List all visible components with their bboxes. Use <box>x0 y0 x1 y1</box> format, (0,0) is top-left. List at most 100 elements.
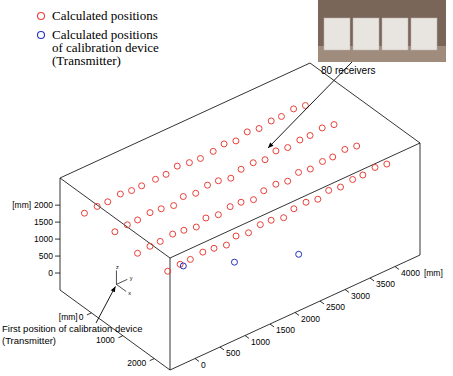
x-tick <box>118 336 123 338</box>
point <box>285 145 291 151</box>
x-tick-label: 0 <box>79 312 84 322</box>
point <box>319 158 325 164</box>
point <box>186 160 192 166</box>
point <box>307 166 313 172</box>
point <box>281 215 287 221</box>
point <box>165 268 171 274</box>
point <box>215 212 221 218</box>
point <box>117 191 123 197</box>
point <box>81 210 87 216</box>
photo <box>318 0 446 62</box>
point <box>330 154 336 160</box>
x-tick-label: 1000 <box>96 335 115 345</box>
origin-axis-label: z <box>116 264 119 270</box>
z-tick-label: 1000 <box>34 234 53 244</box>
point <box>129 188 135 194</box>
y-tick-label: 2500 <box>326 302 345 312</box>
origin-axis <box>116 279 127 284</box>
point <box>231 259 237 265</box>
point <box>372 164 378 170</box>
box-edge <box>170 255 420 370</box>
photo-wall <box>318 0 446 62</box>
z-tick-label: 2000 <box>34 200 53 210</box>
origin-axis <box>116 284 126 291</box>
point <box>278 113 284 119</box>
point <box>268 217 274 223</box>
arrow-head <box>111 286 116 292</box>
y-tick-label: 1000 <box>251 337 270 347</box>
y-tick-label: 3000 <box>351 291 370 301</box>
point <box>338 184 344 190</box>
photo-panel <box>411 18 437 50</box>
origin-axis-label: y <box>130 275 133 281</box>
point <box>170 231 176 237</box>
y-tick-label: 500 <box>226 348 240 358</box>
point <box>257 222 263 228</box>
point <box>315 196 321 202</box>
y-tick <box>320 301 324 304</box>
y-tick <box>370 278 374 281</box>
z-tick <box>55 273 60 274</box>
point <box>180 263 186 269</box>
arrow-line <box>268 62 352 148</box>
point <box>256 126 262 132</box>
point <box>211 245 217 251</box>
photo-panel <box>324 18 350 50</box>
point <box>297 137 303 143</box>
y-tick-label: 0 <box>201 360 206 370</box>
y-tick <box>195 359 199 362</box>
x-tick-label: 2000 <box>127 358 146 368</box>
chart-root: 010002000[mm]050010001500200025003000350… <box>0 0 453 376</box>
point <box>139 183 145 189</box>
box-edge <box>170 258 171 370</box>
box-edge <box>60 178 170 258</box>
point <box>193 224 199 230</box>
point <box>180 194 186 200</box>
photo-panel <box>382 18 408 50</box>
box-edge <box>420 143 421 255</box>
point <box>273 181 279 187</box>
point <box>193 190 199 196</box>
annotation: 80 receivers <box>321 65 375 76</box>
x-tick <box>150 359 155 361</box>
point <box>261 188 267 194</box>
z-tick <box>55 205 60 206</box>
legend-label: Calculated positions <box>52 8 158 23</box>
point <box>187 256 193 262</box>
z-axis-label: [mm] <box>12 200 31 210</box>
z-tick <box>55 256 60 257</box>
point <box>171 203 177 209</box>
y-tick-label: 3500 <box>376 279 395 289</box>
point <box>227 204 233 210</box>
point <box>112 229 118 235</box>
legend-label: Calculated positionsof calibration devic… <box>52 27 159 68</box>
point <box>157 238 163 244</box>
point <box>135 217 141 223</box>
point <box>181 227 187 233</box>
point <box>223 242 229 248</box>
point <box>291 206 297 212</box>
point <box>147 243 153 249</box>
point <box>135 250 141 256</box>
point <box>296 251 302 257</box>
x-tick <box>87 313 92 315</box>
origin-axes: zxy <box>116 264 133 296</box>
point <box>158 206 164 212</box>
z-tick-label: 500 <box>39 251 53 261</box>
y-tick <box>295 313 299 316</box>
point <box>360 172 366 178</box>
point <box>233 233 239 239</box>
point <box>153 176 159 182</box>
point <box>273 148 279 154</box>
point <box>124 222 130 228</box>
point <box>262 157 268 163</box>
point <box>331 122 337 128</box>
point <box>291 106 297 112</box>
point <box>238 199 244 205</box>
axes: 010002000[mm]050010001500200025003000350… <box>12 200 443 369</box>
box-edge <box>170 143 420 258</box>
y-tick <box>245 336 249 339</box>
point <box>238 166 244 172</box>
point <box>228 175 234 181</box>
point <box>319 125 325 131</box>
